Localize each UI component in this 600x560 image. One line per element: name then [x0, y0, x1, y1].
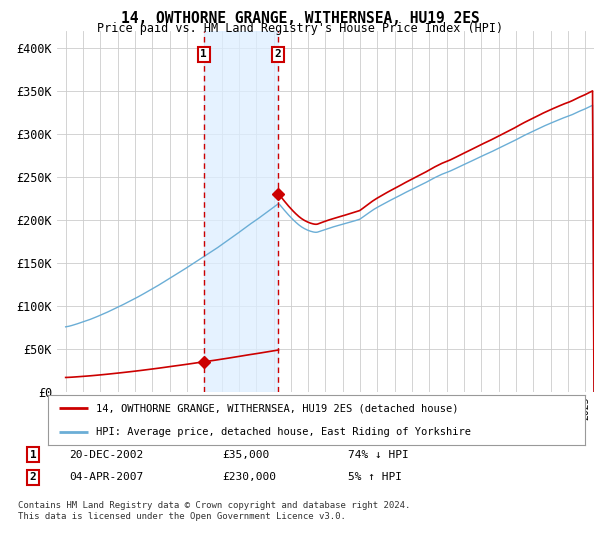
Text: 74% ↓ HPI: 74% ↓ HPI	[348, 450, 409, 460]
Bar	[204, 31, 278, 392]
Text: Contains HM Land Registry data © Crown copyright and database right 2024.
This d: Contains HM Land Registry data © Crown c…	[18, 501, 410, 521]
Text: 1: 1	[29, 450, 37, 460]
Text: 5% ↑ HPI: 5% ↑ HPI	[348, 472, 402, 482]
Text: £230,000: £230,000	[222, 472, 276, 482]
Text: 14, OWTHORNE GRANGE, WITHERNSEA, HU19 2ES: 14, OWTHORNE GRANGE, WITHERNSEA, HU19 2E…	[121, 11, 479, 26]
Text: 04-APR-2007: 04-APR-2007	[69, 472, 143, 482]
Text: 1: 1	[200, 49, 207, 59]
Text: HPI: Average price, detached house, East Riding of Yorkshire: HPI: Average price, detached house, East…	[97, 427, 472, 437]
Text: Price paid vs. HM Land Registry's House Price Index (HPI): Price paid vs. HM Land Registry's House …	[97, 22, 503, 35]
Text: 2: 2	[275, 49, 281, 59]
Text: £35,000: £35,000	[222, 450, 269, 460]
Text: 2: 2	[29, 472, 37, 482]
Text: 14, OWTHORNE GRANGE, WITHERNSEA, HU19 2ES (detached house): 14, OWTHORNE GRANGE, WITHERNSEA, HU19 2E…	[97, 403, 459, 413]
Text: 20-DEC-2002: 20-DEC-2002	[69, 450, 143, 460]
